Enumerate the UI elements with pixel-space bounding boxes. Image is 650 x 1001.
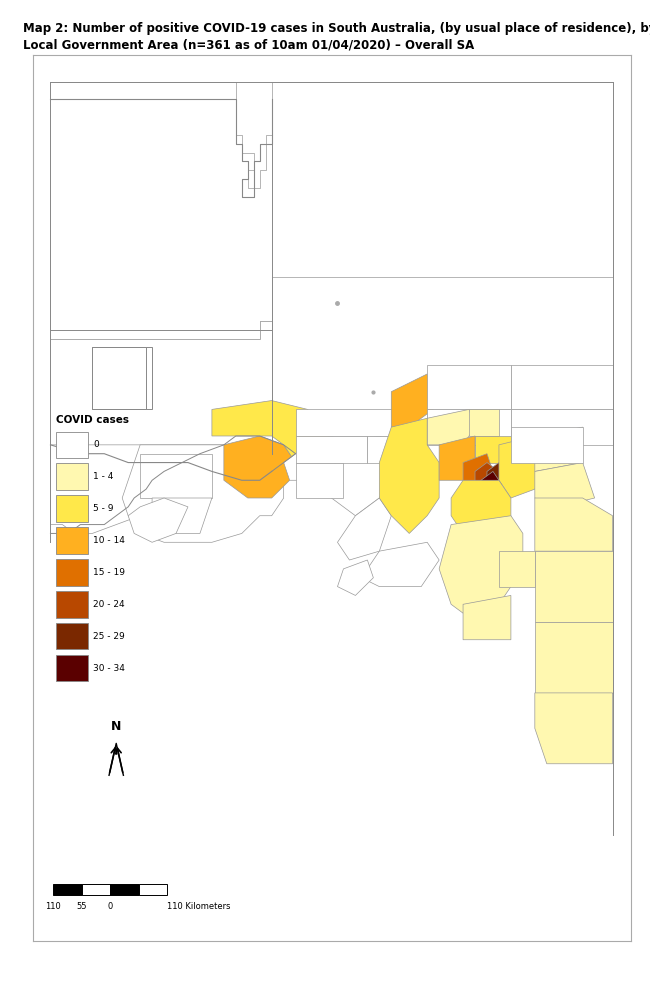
Polygon shape [122, 444, 283, 543]
Polygon shape [499, 552, 535, 587]
Text: 20 - 24: 20 - 24 [94, 600, 125, 609]
Polygon shape [332, 436, 391, 516]
Polygon shape [152, 497, 212, 534]
Bar [53, 884, 82, 895]
Polygon shape [535, 552, 612, 622]
Polygon shape [535, 497, 612, 552]
Bar [111, 884, 138, 895]
Text: 25 - 29: 25 - 29 [94, 632, 125, 641]
Polygon shape [475, 436, 511, 462]
Bar [57, 623, 88, 650]
Text: COVID cases: COVID cases [57, 415, 129, 425]
Bar [57, 591, 88, 618]
Text: 55: 55 [77, 902, 87, 911]
Polygon shape [427, 409, 475, 444]
Polygon shape [469, 409, 499, 436]
Text: 110 Kilometers: 110 Kilometers [167, 902, 231, 911]
Text: N: N [111, 720, 122, 733]
Text: 1 - 4: 1 - 4 [94, 472, 114, 481]
Polygon shape [212, 400, 332, 462]
Text: 0: 0 [94, 440, 99, 449]
Polygon shape [296, 436, 367, 462]
Polygon shape [296, 462, 343, 497]
Text: Map 2: Number of positive COVID-19 cases in South Australia, (by usual place of : Map 2: Number of positive COVID-19 cases… [23, 22, 650, 35]
Bar [57, 463, 88, 490]
Polygon shape [535, 622, 612, 693]
Polygon shape [224, 436, 296, 497]
Polygon shape [535, 693, 612, 764]
Text: 15 - 19: 15 - 19 [94, 568, 125, 577]
Polygon shape [511, 409, 612, 444]
Bar [82, 884, 111, 895]
Polygon shape [296, 409, 427, 436]
Polygon shape [499, 436, 547, 497]
Polygon shape [140, 453, 212, 497]
Polygon shape [511, 427, 582, 462]
Text: 0: 0 [108, 902, 113, 911]
Bar [57, 528, 88, 554]
Polygon shape [463, 453, 493, 489]
Text: 110: 110 [46, 902, 61, 911]
Polygon shape [439, 436, 475, 480]
Polygon shape [51, 320, 272, 444]
Polygon shape [535, 462, 595, 507]
Text: Local Government Area (n=361 as of 10am 01/04/2020) – Overall SA: Local Government Area (n=361 as of 10am … [23, 38, 474, 51]
Polygon shape [337, 560, 373, 596]
Bar [138, 884, 167, 895]
Text: 30 - 34: 30 - 34 [94, 664, 125, 673]
Polygon shape [337, 497, 391, 560]
Bar [57, 431, 88, 458]
Polygon shape [380, 418, 439, 534]
Polygon shape [128, 497, 188, 543]
Polygon shape [427, 409, 511, 444]
Polygon shape [51, 82, 612, 338]
Polygon shape [487, 462, 505, 489]
Bar [57, 655, 88, 682]
Polygon shape [475, 462, 499, 497]
Polygon shape [463, 596, 511, 640]
Bar [57, 560, 88, 586]
Bar [92, 347, 152, 409]
Polygon shape [511, 365, 612, 409]
Polygon shape [451, 480, 511, 543]
Polygon shape [283, 436, 356, 497]
Polygon shape [361, 543, 439, 587]
Bar [92, 347, 146, 409]
Text: 10 - 14: 10 - 14 [94, 536, 125, 545]
Polygon shape [439, 516, 523, 622]
Polygon shape [51, 444, 272, 534]
Polygon shape [481, 471, 499, 489]
Text: 5 - 9: 5 - 9 [94, 505, 114, 514]
Polygon shape [391, 374, 433, 427]
Polygon shape [535, 427, 582, 471]
Bar [57, 495, 88, 522]
Polygon shape [427, 365, 511, 409]
Polygon shape [367, 436, 427, 462]
